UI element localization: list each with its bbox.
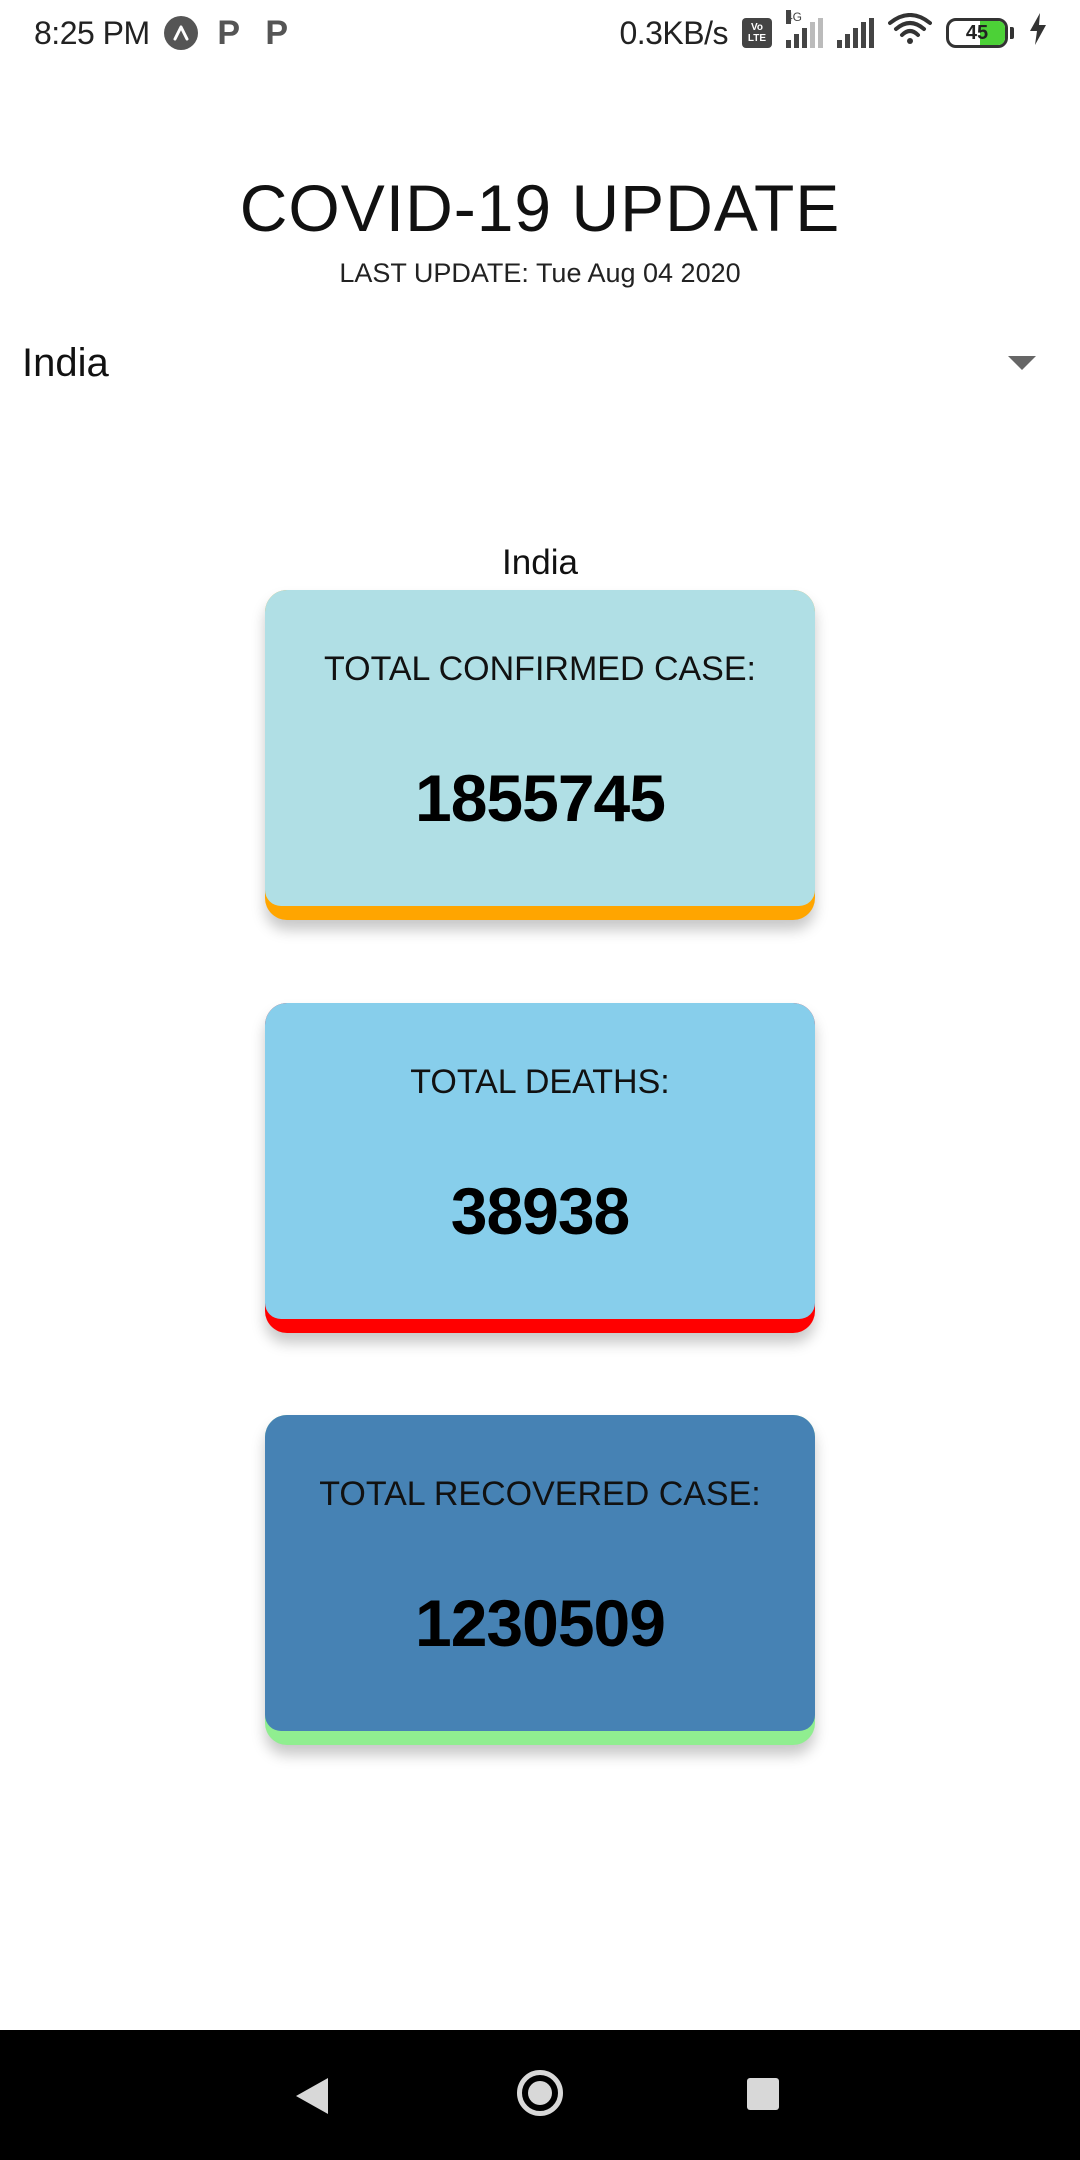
battery-level: 45 [965,21,989,44]
navigation-bar [0,2030,1080,2160]
confirmed-label: TOTAL CONFIRMED CASE: [324,650,756,688]
network-type: 4G [786,10,803,24]
volte-label-top: Vo [750,22,764,33]
battery-nub [1010,27,1014,39]
parking-p-icon: P [217,13,241,52]
volte-label-bottom: LTE [747,33,767,44]
chevron-down-icon [1008,356,1036,370]
country-select-value: India [22,340,109,385]
status-bar-right: 0.3KB/s Vo LTE 4G [619,10,1048,53]
volte-icon: Vo LTE [742,18,772,48]
signal-icon [837,18,874,48]
back-icon[interactable] [296,2078,328,2114]
confirmed-card: TOTAL CONFIRMED CASE: 1855745 [265,590,815,920]
recovered-value: 1230509 [415,1586,666,1660]
battery-icon: 45 [946,18,1008,48]
network-speed: 0.3KB/s [619,14,728,51]
recents-icon[interactable] [747,2078,779,2110]
last-update-text: LAST UPDATE: Tue Aug 04 2020 [339,258,741,288]
home-icon[interactable] [517,2070,563,2116]
wifi-icon [888,13,932,53]
charging-bolt-icon [1028,13,1048,53]
status-bar: 8:25 PM P P 0.3KB/s Vo LTE 4G [0,0,1080,66]
parking-p-icon: P [265,13,289,52]
status-bar-left: 8:25 PM P P [34,14,294,53]
page-title: COVID-19 UPDATE [239,171,841,245]
status-time: 8:25 PM [34,14,150,51]
signal-4g-icon: 4G [786,10,823,48]
confirmed-value: 1855745 [415,761,666,835]
deaths-label: TOTAL DEATHS: [410,1063,670,1101]
battery-fill [979,21,1005,45]
deaths-card: TOTAL DEATHS: 38938 [265,1003,815,1333]
deaths-value: 38938 [450,1174,631,1248]
country-select-dropdown[interactable]: India [22,330,1042,396]
app-a-icon [163,16,198,50]
recovered-card-body: TOTAL RECOVERED CASE: 1230509 [265,1415,815,1731]
recovered-label: TOTAL RECOVERED CASE: [319,1475,761,1513]
confirmed-card-body: TOTAL CONFIRMED CASE: 1855745 [265,590,815,906]
deaths-card-body: TOTAL DEATHS: 38938 [265,1003,815,1319]
country-heading: India [502,543,578,582]
recovered-card: TOTAL RECOVERED CASE: 1230509 [265,1415,815,1745]
